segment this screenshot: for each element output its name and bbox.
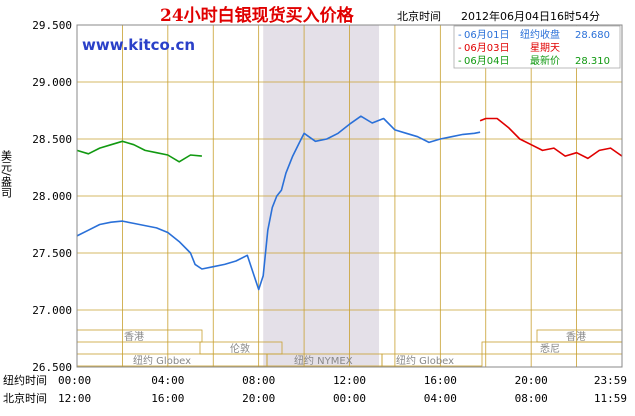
session-label-ny-nymex: 纽约 NYMEX	[294, 354, 353, 367]
x-row1-label: 纽约时间	[3, 373, 47, 387]
clock-label: 北京时间	[397, 9, 441, 23]
legend-prefix-jun01: -	[458, 30, 462, 41]
legend-label-jun01: 纽约收盘	[520, 28, 560, 41]
series-line-3	[76, 140, 202, 163]
grid	[77, 24, 622, 368]
legend-date-jun03: 06月03日	[464, 42, 509, 54]
y-tick-label: 29.500	[32, 19, 72, 32]
x-tick-labels: 00:00 12:00 04:00 16:00 08:00 20:00 12:00 00:00…	[58, 374, 627, 405]
legend-item-jun04: - 06月04日 最新价 28.310	[458, 54, 610, 67]
x-tick-label-ny: 08:00	[242, 374, 275, 387]
legend-date-jun01: 06月01日	[464, 29, 509, 41]
session-label-sydney: 悉尼	[540, 343, 560, 355]
x-tick-label-bj: 08:00	[515, 392, 548, 405]
x-tick-label-ny: 00:00	[58, 374, 91, 387]
x-row2-label: 北京时间	[3, 391, 47, 405]
legend-box	[453, 25, 621, 69]
y-tick-labels: 29.500 29.000 28.500 28.000 27.500 27.000 26.5…	[32, 19, 72, 374]
chart-title: 24小时白银现货买入价格	[160, 5, 355, 26]
plot-frame	[76, 24, 623, 368]
x-tick-label-bj: 00:00	[333, 392, 366, 405]
y-tick-label: 27.000	[32, 304, 72, 317]
y-tick-label: 28.000	[32, 190, 72, 203]
x-tick-label-ny: 16:00	[424, 374, 457, 387]
x-tick-label-bj: 12:00	[58, 392, 91, 405]
x-tick-label-ny: 23:59	[594, 374, 627, 387]
x-tick-label-bj: 04:00	[424, 392, 457, 405]
y-axis-label: 美元/盎司	[0, 150, 13, 198]
y-tick-label: 29.000	[32, 76, 72, 89]
legend-prefix-jun04: -	[458, 56, 462, 67]
legend: - 06月01日 纽约收盘 28.680 - 06月03日 星期天 - 06月0…	[453, 25, 621, 69]
site-url: www.kitco.cn	[82, 36, 195, 54]
timestamp: 2012年06月04日16时54分	[461, 9, 600, 23]
series-line-2	[479, 117, 623, 160]
session-label-ny-globex-left: 纽约 Globex	[133, 354, 191, 367]
series-line-1	[76, 115, 481, 291]
session-label-hongkong-right: 香港	[566, 331, 586, 343]
x-tick-label-ny: 12:00	[333, 374, 366, 387]
legend-item-jun03: - 06月03日 星期天	[458, 42, 560, 54]
legend-label-jun04: 最新价	[530, 54, 560, 67]
x-tick-label-ny: 04:00	[151, 374, 184, 387]
x-tick-label-ny: 20:00	[515, 374, 548, 387]
session-label-hongkong-left: 香港	[124, 331, 144, 343]
market-sessions: 香港 伦敦 纽约 Globex 纽约 NYMEX 纽约 Globex 悉尼 香港	[76, 329, 623, 367]
session-box-ny-globex-right	[381, 353, 483, 367]
session-label-london: 伦敦	[230, 342, 250, 355]
x-tick-label-bj: 16:00	[151, 392, 184, 405]
y-tick-label: 26.500	[32, 361, 72, 374]
y-tick-label: 27.500	[32, 247, 72, 260]
legend-item-jun01: - 06月01日 纽约收盘 28.680	[458, 28, 610, 41]
x-tick-label-bj: 20:00	[242, 392, 275, 405]
legend-date-jun04: 06月04日	[464, 55, 509, 67]
session-label-ny-globex-right: 纽约 Globex	[396, 354, 454, 367]
legend-prefix-jun03: -	[458, 43, 462, 54]
legend-label-jun03: 星期天	[530, 42, 560, 54]
x-tick-label-bj: 11:59	[594, 392, 627, 405]
legend-value-jun01: 28.680	[575, 30, 610, 41]
y-tick-label: 28.500	[32, 133, 72, 146]
legend-value-jun04: 28.310	[575, 56, 610, 67]
price-series	[76, 115, 623, 291]
